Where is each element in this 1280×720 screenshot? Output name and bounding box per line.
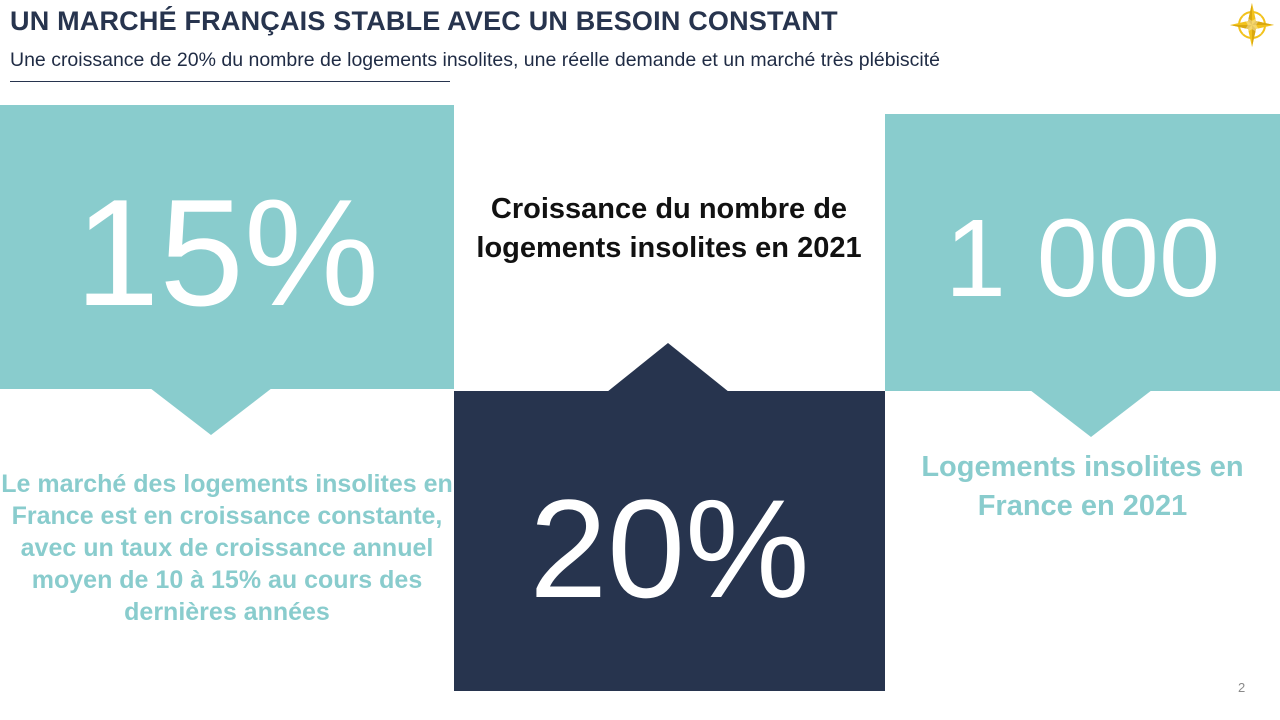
slide-title: UN MARCHÉ FRANÇAIS STABLE AVEC UN BESOIN… [10, 6, 838, 36]
compass-star-icon [1230, 3, 1274, 47]
right-pointer [1030, 390, 1152, 437]
center-stat-value: 20% [529, 470, 810, 627]
right-stat-box: 1 000 [885, 114, 1280, 391]
center-stat-box: 20% [454, 391, 885, 691]
left-pointer [150, 388, 272, 435]
slide-subtitle: Une croissance de 20% du nombre de logem… [10, 49, 941, 71]
title-underline [10, 81, 450, 82]
page-number: 2 [1238, 680, 1246, 695]
left-stat-value: 15% [74, 168, 380, 338]
center-stat-description: Croissance du nombre de logements insoli… [476, 193, 862, 264]
right-stat-value: 1 000 [944, 197, 1221, 320]
left-stat-box: 15% [0, 105, 454, 389]
left-stat-description: Le marché des logements insolites en Fra… [1, 470, 453, 626]
right-stat-description: Logements insolites en France en 2021 [921, 451, 1244, 522]
center-pointer [607, 343, 729, 392]
